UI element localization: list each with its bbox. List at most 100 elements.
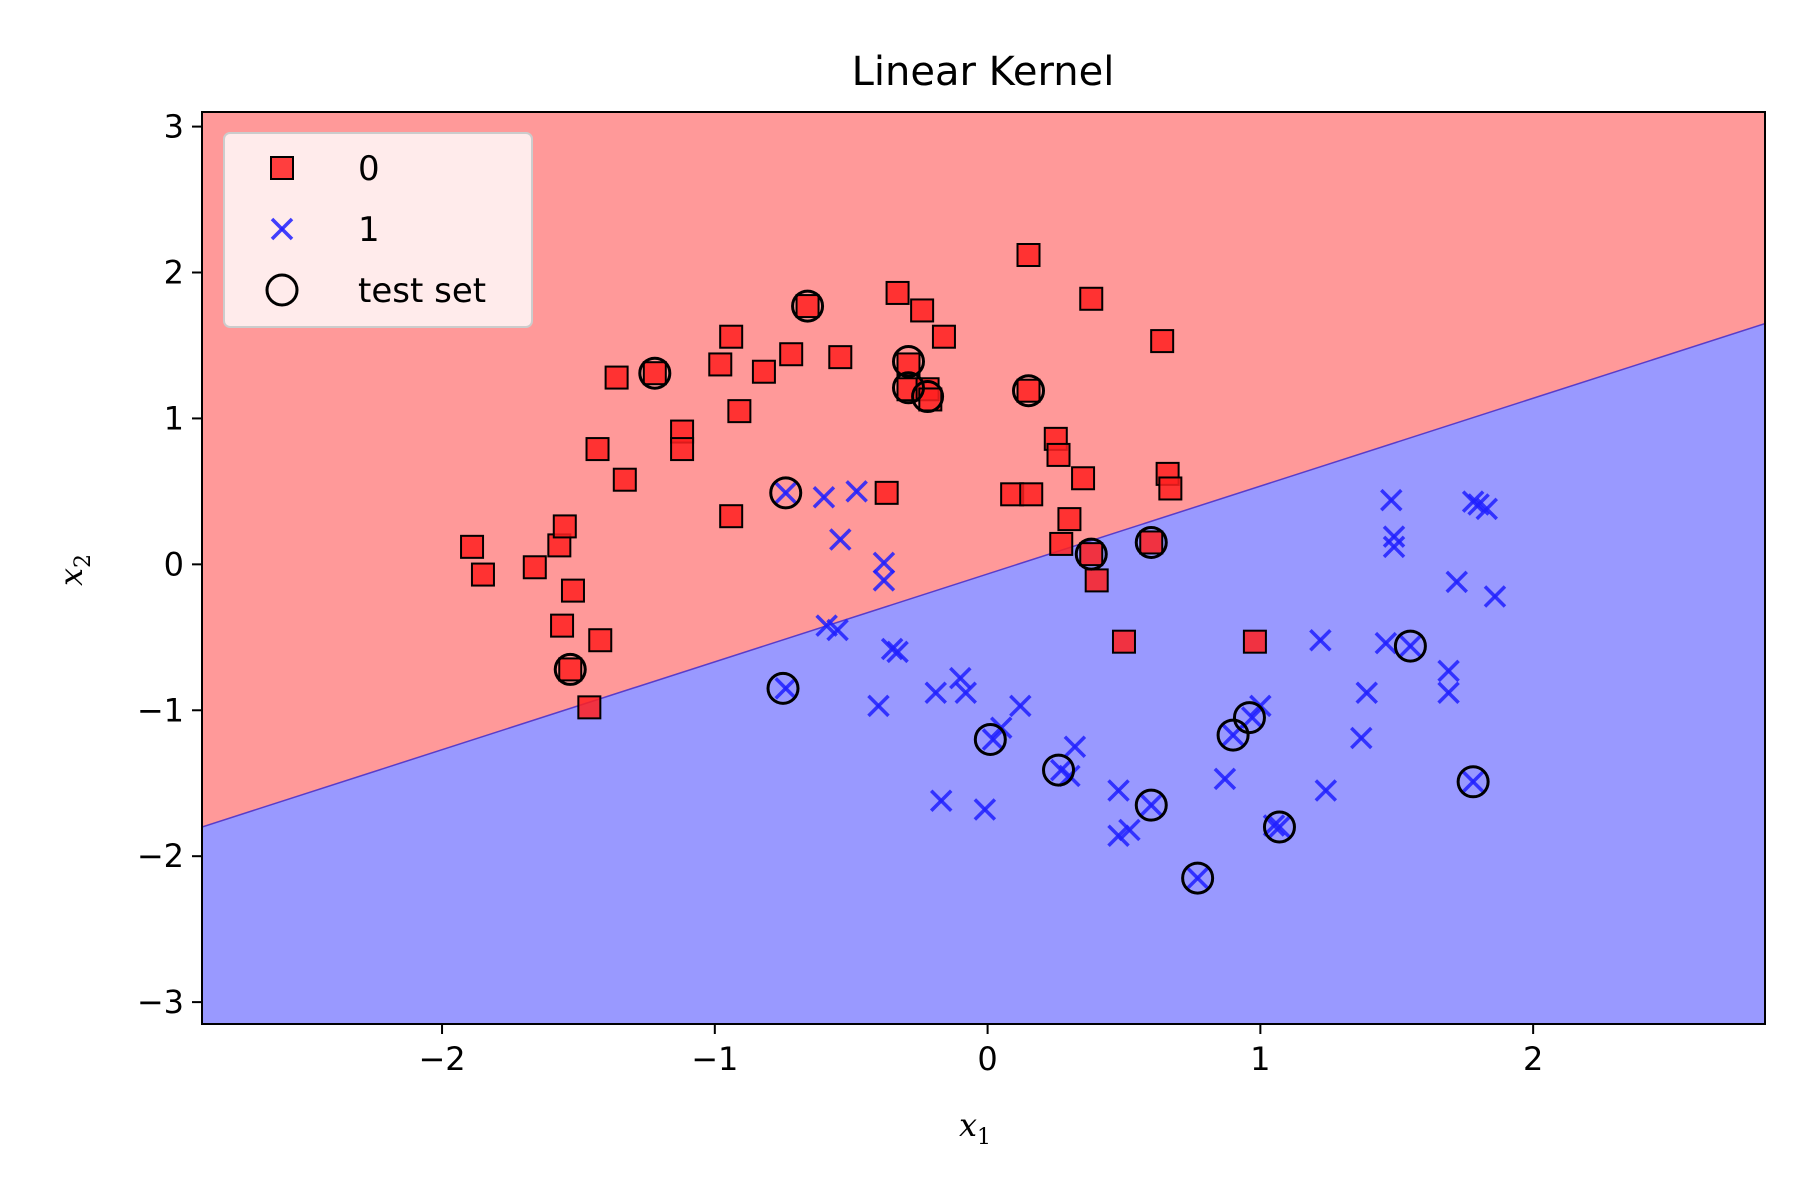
class-1-point [1058,764,1081,788]
class-0-point [779,342,804,367]
class-1-point [872,551,896,575]
legend-x-marker [270,217,294,241]
class-1-point [880,637,904,661]
class-1-point [1445,570,1469,594]
class-0-point [1049,531,1074,556]
class-1-point [981,728,1005,751]
class-0-point [708,352,733,377]
test-set-point [1042,753,1076,787]
test-set-point [911,380,945,414]
test-set-point [973,722,1007,756]
class-0-point [719,504,744,529]
class-1-point [1213,767,1237,791]
legend-square-marker [270,156,294,180]
class-0-point [1019,482,1044,507]
class-0-point [885,280,910,305]
class-0-point [585,437,610,462]
test-set-point [891,345,925,379]
class-1-point [1107,779,1130,802]
test-set-point [553,652,587,686]
x-axis-ticks: −2 −1 0 1 2 [418,1024,1543,1078]
test-set-point [1393,629,1427,663]
class-1-point [1314,779,1338,802]
class-0-point [522,555,547,580]
test-set-point [1232,701,1266,735]
class-0-point [558,657,583,682]
class-0-point [642,361,667,386]
class-1-point [845,480,868,503]
y-axis-ticks: −3 −2 −1 0 1 2 3 [137,108,202,1021]
class-1-point [1483,585,1507,608]
legend-circle-marker [265,273,299,307]
x-tick-label: 1 [1250,1040,1270,1078]
test-set-point [1074,537,1108,571]
y-tick-label: 2 [164,254,184,292]
class-1-point [1437,659,1460,683]
test-set-point [1181,861,1215,895]
class-1-point [1309,628,1332,652]
class-1-point [1380,488,1403,512]
class-1-point [924,681,948,704]
class-1-point [1009,694,1032,718]
test-set-point [1262,810,1296,844]
class-0-point [552,514,577,539]
class-1-point [1118,818,1141,842]
class-0-point [910,298,935,323]
class-1-point [949,666,972,690]
test-set-point [891,371,925,405]
class-1-point [954,681,978,704]
class-0-point [1016,243,1041,268]
class-1-point [867,694,890,718]
class-1-region [202,323,1765,1024]
class-1-point [1382,535,1406,559]
legend-box [223,132,533,328]
class-0-point [1071,466,1096,491]
class-0-point [612,467,637,492]
class-1-point [1399,634,1422,658]
y-tick-label: −3 [137,983,184,1021]
class-1-point [1063,735,1087,758]
class-1-point [973,798,997,821]
class-1-point [1461,770,1485,794]
class-1-point [1382,525,1406,548]
class-1-point [929,789,953,812]
class-0-point [874,480,899,505]
class-0-point [1016,378,1041,403]
test-set-point [769,476,803,510]
class-1-point [1350,726,1373,750]
class-0-point [588,628,613,653]
test-set-point [791,289,825,323]
class-1-point [1268,815,1291,839]
class-1-point [829,528,852,551]
class-0-point [719,324,744,349]
class-1-point [1355,681,1378,704]
y-tick-label: −1 [137,691,184,729]
y-tick-label: 1 [164,399,184,437]
class-1-point [1461,490,1485,513]
class-1-point [774,677,797,700]
x-axis-label: x1 [959,1106,991,1150]
class-0-point [1158,476,1183,501]
test-set-point [1216,718,1250,752]
class-0-point [1046,442,1071,467]
test-set-point [766,671,800,705]
class-0-point [795,294,820,319]
test-set-point [1134,525,1168,559]
chart-title: Linear Kernel [852,49,1115,95]
plot-area [202,112,1765,1024]
class-0-point [1079,542,1104,567]
class-0-point [470,562,495,587]
class-0-point [1242,629,1267,654]
class-1-point [872,569,896,592]
class-0-point [751,359,776,384]
class-0-point [1150,329,1175,354]
class-0-point [1084,568,1109,593]
y-tick-label: 0 [164,545,184,583]
class-0-point [931,324,956,349]
class-1-point [1475,497,1499,521]
plot-frame [201,111,1766,1025]
legend-label: test set [358,271,486,311]
legend: 0 1 test set [223,132,533,328]
legend-label: 0 [358,149,380,189]
